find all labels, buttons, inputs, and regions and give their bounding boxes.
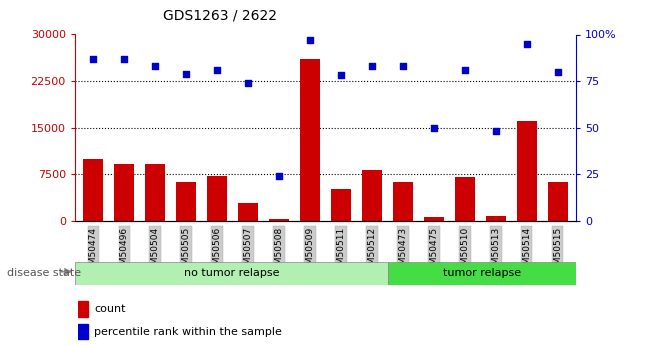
Text: disease state: disease state [7,268,81,278]
Text: percentile rank within the sample: percentile rank within the sample [94,327,283,337]
Bar [238,204,258,221]
Point [398,63,408,69]
Bar [145,164,165,221]
Point [428,125,439,130]
Text: tumor relapse: tumor relapse [443,268,521,278]
Bar [331,188,351,221]
Point [490,129,501,134]
Text: GDS1263 / 2622: GDS1263 / 2622 [163,9,277,23]
Text: count: count [94,304,126,314]
Bar [393,182,413,221]
Bar [454,177,475,221]
Point [181,71,191,76]
Bar [115,164,134,221]
Bar [75,262,388,285]
Point [212,67,223,73]
Point [336,73,346,78]
Bar [300,59,320,221]
Bar [83,159,104,221]
Bar [78,324,88,339]
Point [274,173,284,179]
Point [367,63,377,69]
Bar [517,121,536,221]
Point [521,41,532,47]
Bar [424,217,444,221]
Point [89,56,99,61]
Point [119,56,130,61]
Bar [78,301,88,317]
Point [243,80,253,86]
Bar [388,262,576,285]
Point [460,67,470,73]
Bar [486,216,506,221]
Bar [547,182,568,221]
Text: no tumor relapse: no tumor relapse [184,268,279,278]
Point [305,37,315,43]
Bar [362,170,382,221]
Point [552,69,562,75]
Bar [207,176,227,221]
Bar [176,182,197,221]
Bar [269,219,289,221]
Point [150,63,161,69]
